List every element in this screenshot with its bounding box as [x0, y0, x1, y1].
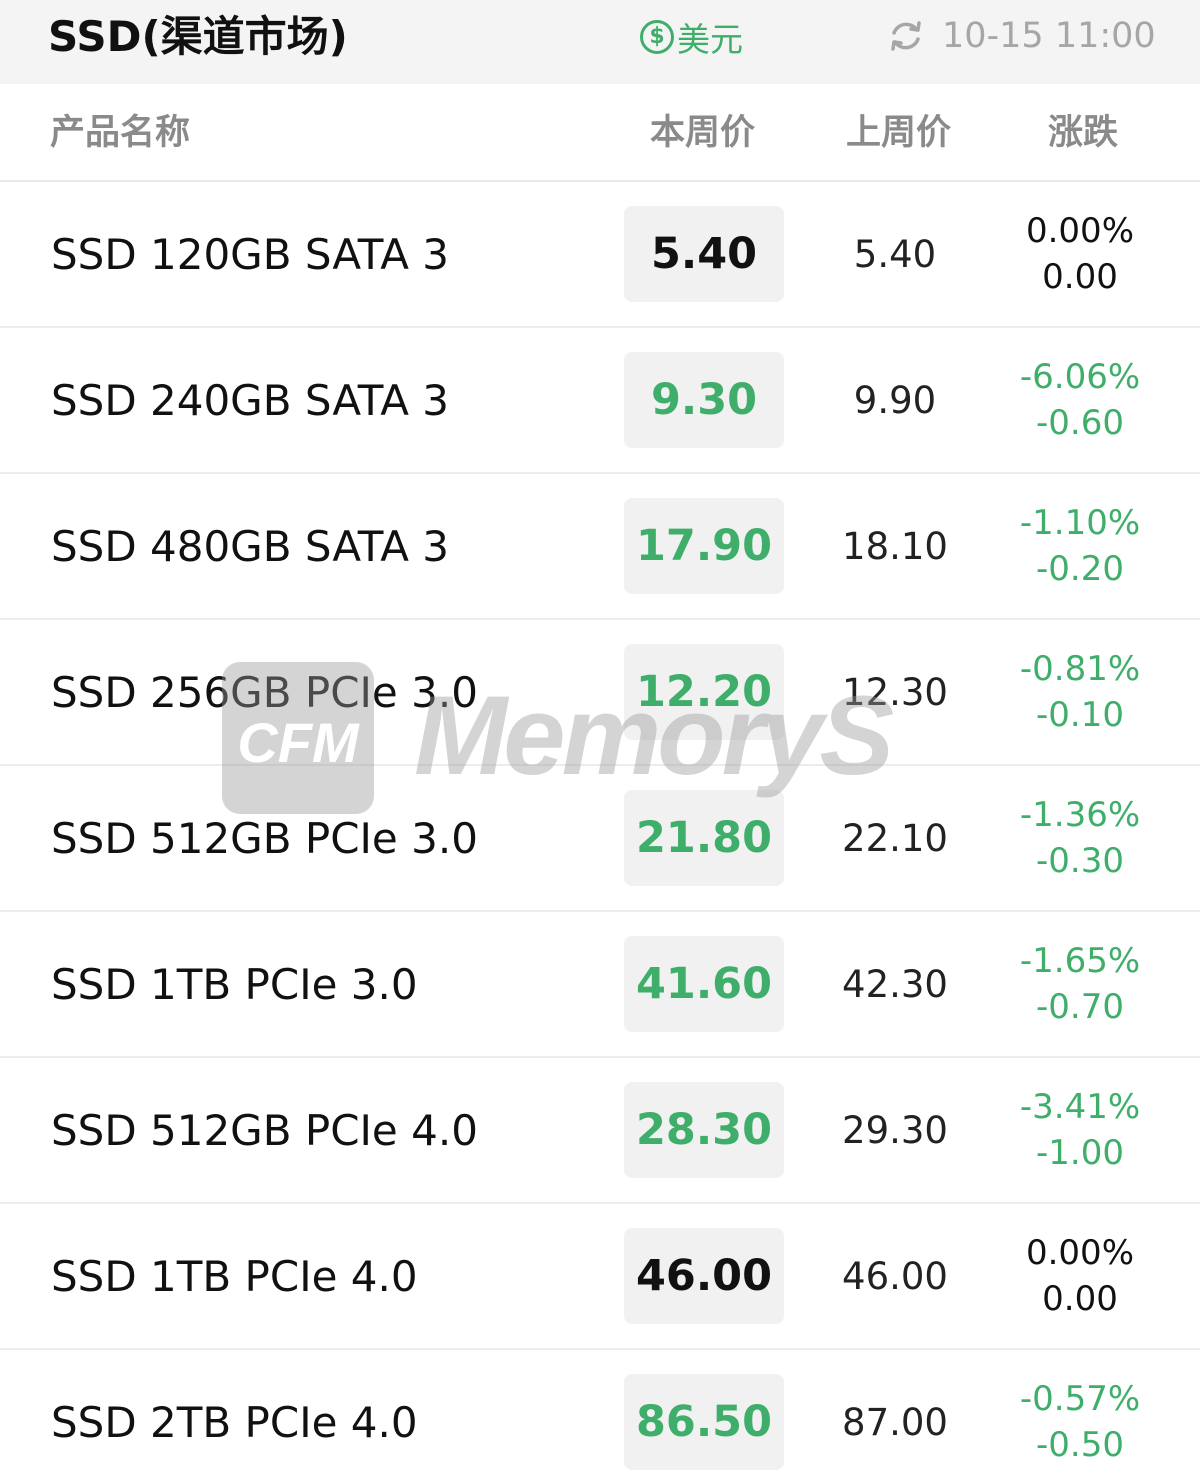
- change-percent: -1.65%: [1019, 941, 1141, 981]
- change-percent: -1.36%: [1019, 795, 1141, 835]
- change-percent: 0.00%: [1025, 211, 1134, 251]
- change-amount: 0.00: [1042, 1279, 1118, 1319]
- table-header: 产品名称 本周价 上周价 涨跌: [0, 84, 1200, 182]
- price-change: -6.06% -0.60: [1010, 354, 1150, 446]
- product-name: SSD 480GB SATA 3: [51, 522, 449, 571]
- price-change: -1.10% -0.20: [1010, 500, 1150, 592]
- table-row[interactable]: SSD 120GB SATA 3 5.40 5.40 0.00% 0.00: [0, 182, 1200, 328]
- table-row[interactable]: SSD 1TB PCIe 3.0 41.60 42.30 -1.65% -0.7…: [0, 912, 1200, 1058]
- column-header-last-week[interactable]: 上周价: [846, 113, 952, 153]
- product-name: SSD 256GB PCIe 3.0: [51, 668, 478, 717]
- last-week-price: 12.30: [842, 671, 948, 714]
- top-bar: SSD(渠道市场) $ 美元 10-15 11:00: [0, 0, 1200, 84]
- timestamp: 10-15 11:00: [942, 16, 1156, 56]
- change-percent: -1.10%: [1019, 503, 1141, 543]
- last-week-price: 87.00: [842, 1401, 948, 1444]
- price-change: -0.57% -0.50: [1010, 1376, 1150, 1468]
- table-row[interactable]: SSD 1TB PCIe 4.0 46.00 46.00 0.00% 0.00: [0, 1204, 1200, 1350]
- price-table: SSD 120GB SATA 3 5.40 5.40 0.00% 0.00 SS…: [0, 182, 1200, 1477]
- price-change: -0.81% -0.10: [1010, 646, 1150, 738]
- update-time[interactable]: 10-15 11:00: [886, 12, 1156, 60]
- change-percent: -0.81%: [1019, 649, 1141, 689]
- last-week-price: 22.10: [842, 817, 948, 860]
- price-change: -1.36% -0.30: [1010, 792, 1150, 884]
- this-week-price: 12.20: [624, 644, 784, 740]
- this-week-price: 21.80: [624, 790, 784, 886]
- this-week-price: 9.30: [624, 352, 784, 448]
- product-name: SSD 512GB PCIe 3.0: [51, 814, 478, 863]
- last-week-price: 18.10: [842, 525, 948, 568]
- change-amount: -0.20: [1036, 549, 1124, 589]
- change-amount: -0.10: [1036, 695, 1124, 735]
- currency-toggle[interactable]: $ 美元: [640, 14, 743, 60]
- change-amount: -1.00: [1036, 1133, 1124, 1173]
- product-name: SSD 120GB SATA 3: [51, 230, 449, 279]
- change-percent: -6.06%: [1019, 357, 1141, 397]
- last-week-price: 9.90: [853, 379, 937, 422]
- this-week-price: 28.30: [624, 1082, 784, 1178]
- product-name: SSD 1TB PCIe 4.0: [51, 1252, 418, 1301]
- table-row[interactable]: SSD 512GB PCIe 4.0 28.30 29.30 -3.41% -1…: [0, 1058, 1200, 1204]
- dollar-circle-icon: $: [640, 20, 674, 54]
- change-amount: -0.70: [1036, 987, 1124, 1027]
- price-change: 0.00% 0.00: [1010, 1230, 1150, 1322]
- column-header-this-week[interactable]: 本周价: [650, 113, 756, 153]
- currency-label: 美元: [677, 20, 743, 59]
- price-change: -3.41% -1.00: [1010, 1084, 1150, 1176]
- last-week-price: 5.40: [853, 233, 937, 276]
- this-week-price: 46.00: [624, 1228, 784, 1324]
- column-header-change[interactable]: 涨跌: [1048, 113, 1119, 153]
- last-week-price: 42.30: [842, 963, 948, 1006]
- this-week-price: 17.90: [624, 498, 784, 594]
- change-amount: -0.50: [1036, 1425, 1124, 1465]
- change-amount: 0.00: [1042, 257, 1118, 297]
- change-amount: -0.30: [1036, 841, 1124, 881]
- price-change: -1.65% -0.70: [1010, 938, 1150, 1030]
- column-header-name[interactable]: 产品名称: [50, 113, 191, 153]
- refresh-icon[interactable]: [886, 16, 926, 56]
- this-week-price: 86.50: [624, 1374, 784, 1470]
- change-percent: -3.41%: [1019, 1087, 1141, 1127]
- last-week-price: 29.30: [842, 1109, 948, 1152]
- this-week-price: 5.40: [624, 206, 784, 302]
- table-row[interactable]: SSD 256GB PCIe 3.0 12.20 12.30 -0.81% -0…: [0, 620, 1200, 766]
- table-row[interactable]: SSD 512GB PCIe 3.0 21.80 22.10 -1.36% -0…: [0, 766, 1200, 912]
- table-row[interactable]: SSD 240GB SATA 3 9.30 9.90 -6.06% -0.60: [0, 328, 1200, 474]
- table-row[interactable]: SSD 2TB PCIe 4.0 86.50 87.00 -0.57% -0.5…: [0, 1350, 1200, 1477]
- product-name: SSD 512GB PCIe 4.0: [51, 1106, 478, 1155]
- product-name: SSD 240GB SATA 3: [51, 376, 449, 425]
- change-amount: -0.60: [1036, 403, 1124, 443]
- last-week-price: 46.00: [842, 1255, 948, 1298]
- table-row[interactable]: SSD 480GB SATA 3 17.90 18.10 -1.10% -0.2…: [0, 474, 1200, 620]
- change-percent: 0.00%: [1025, 1233, 1134, 1273]
- page-title: SSD(渠道市场): [48, 12, 348, 61]
- change-percent: -0.57%: [1019, 1379, 1141, 1419]
- product-name: SSD 1TB PCIe 3.0: [51, 960, 418, 1009]
- price-change: 0.00% 0.00: [1010, 208, 1150, 300]
- product-name: SSD 2TB PCIe 4.0: [51, 1398, 418, 1447]
- this-week-price: 41.60: [624, 936, 784, 1032]
